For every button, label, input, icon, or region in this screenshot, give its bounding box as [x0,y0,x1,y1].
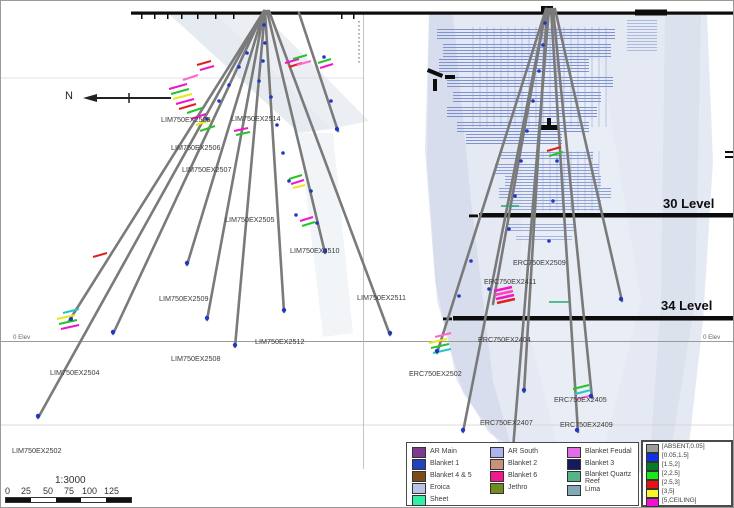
legend-item: [2.5,3] [646,479,680,489]
north-arrow: N [65,89,175,109]
legend-item: Blanket 2 [490,459,537,470]
drive-ticks [141,14,355,19]
legend-item: Blanket 6 [490,471,537,482]
legend-item: Blanket Quartz Reef [567,471,641,485]
legend-swatch [646,453,659,462]
grade-legend: [ABSENT,0.05] [0.05,1.5] [1.5,2] [2,2.5]… [641,440,733,507]
legend-item: Eroica [412,483,450,494]
legend-item: Lima [567,485,600,496]
legend-item: [5,CEILING] [646,497,696,507]
grid-lines [1,13,733,469]
legend-swatch [490,483,504,494]
scale-tick: 50 [43,486,54,496]
legend-swatch [567,485,581,496]
legend-item: [ABSENT,0.05] [646,443,705,453]
hole-label: ERC750EX2411 [484,277,536,286]
scale-tick: 75 [64,486,75,496]
hole-label: LIM750EX2510 [290,246,340,255]
survey-marker-dots [35,21,624,450]
drillhole-traces [36,7,624,451]
legend-item: AR South [490,447,538,458]
elevation-labels: 0 Elev 0 Elev [13,334,721,341]
legend-item: [3,5] [646,488,674,498]
hole-label: LIM750EX2511 [357,293,406,302]
legend-swatch [412,483,426,494]
legend-swatch [490,471,504,482]
north-label: N [65,90,73,102]
legend-swatch [567,459,581,470]
hole-label: LIM750EX2502 [12,446,62,455]
legend-swatch [490,459,504,470]
legend-item: Jethro [490,483,527,494]
legend-item: AR Main [412,447,457,458]
legend-item: Blanket Feudal [567,447,632,458]
elev-label-right: 0 Elev [703,334,721,341]
legend-swatch [412,447,426,458]
north-arrow-icon [83,93,171,103]
scale-track [5,497,132,503]
scale-tick: 25 [21,486,32,496]
scale-tick: 0 [5,486,11,496]
legend-item: [1.5,2] [646,461,680,471]
scale-tick: 100 [82,486,98,496]
scale-tick: 125 [104,486,120,496]
hole-label: LIM750EX2504 [50,368,100,377]
legend-swatch [646,489,659,498]
hole-label: ERC750EX2404 [478,335,531,344]
legend-swatch [490,447,504,458]
elev-label-left: 0 Elev [13,334,31,341]
level-34-label: 34 Level [661,298,712,313]
level-34-line [453,316,733,321]
hole-label: ERC750EX2509 [513,258,566,267]
hole-label: ERC750EX2405 [554,395,607,404]
legend-swatch [646,480,659,489]
hole-label: ERC750EX2409 [560,420,613,429]
hole-label: LIM750EX2512 [255,337,305,346]
level-labels: 30 Level 34 Level [661,196,714,313]
hole-labels: LIM750EX2503 LIM750EX2514 LIM750EX2506 L… [12,114,613,455]
legend-swatch [646,471,659,480]
legend-swatch [412,495,426,506]
legend-swatch [412,459,426,470]
hole-label: LIM750EX2505 [225,215,275,224]
legend-item: Blanket 1 [412,459,459,470]
hole-label: LIM750EX2509 [159,294,209,303]
legend-swatch [646,444,659,453]
legend-swatch [567,447,581,458]
grade-interval-ticks [56,54,594,400]
legend-swatch [567,471,581,482]
scale-ratio: 1:3000 [55,475,86,486]
legend-swatch [646,498,659,507]
surface-drive-line [131,11,733,15]
legend-item: Blanket 4 & 5 [412,471,472,482]
hole-label: ERC750EX2407 [480,418,533,427]
legend-swatch [412,471,426,482]
orebody-legend: AR Main Blanket 1 Blanket 4 & 5 Eroica S… [406,442,639,506]
hole-label: LIM750EX2503 [161,115,211,124]
legend-swatch [646,462,659,471]
hole-label: LIM750EX2507 [182,165,232,174]
legend-item: [2,2.5] [646,470,680,480]
level-30-line [479,213,733,218]
hole-label: LIM750EX2514 [231,114,281,123]
legend-item: [0.05,1.5] [646,452,689,462]
hole-label: LIM750EX2506 [171,143,221,152]
legend-item: Sheet [412,495,448,506]
level-30-label: 30 Level [663,196,714,211]
hole-label: LIM750EX2508 [171,354,221,363]
hole-label: ERC750EX2502 [409,369,462,378]
legend-item: Blanket 3 [567,459,614,470]
